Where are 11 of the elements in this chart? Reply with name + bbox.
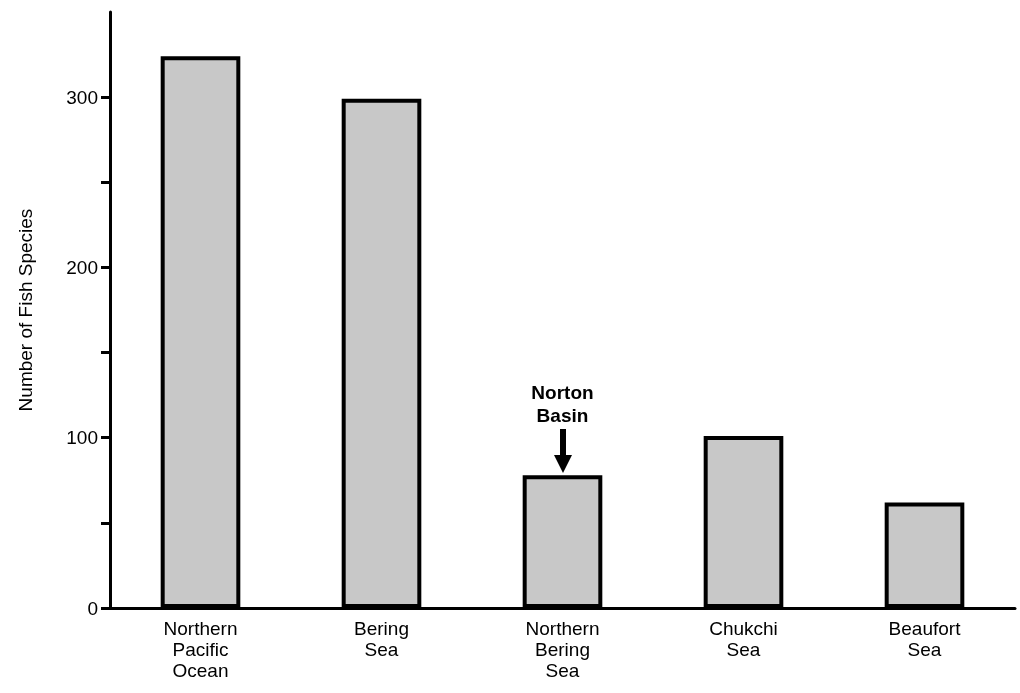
annotation: Norton Basin xyxy=(531,381,594,428)
x-tick-label: Northern Pacific Ocean xyxy=(163,618,238,681)
x-tick-label: Bering Sea xyxy=(354,618,409,660)
x-tick-label: Chukchi Sea xyxy=(709,618,778,660)
x-tick-label: Beaufort Sea xyxy=(888,618,962,660)
y-tick-label: 200 xyxy=(66,256,98,278)
y-tick-label: 300 xyxy=(66,86,98,108)
y-tick-label: 0 xyxy=(87,597,98,619)
x-tick-label: Northern Bering Sea xyxy=(525,618,600,681)
y-axis-title: Number of Fish Species xyxy=(15,208,36,412)
y-tick-label: 100 xyxy=(66,427,98,449)
